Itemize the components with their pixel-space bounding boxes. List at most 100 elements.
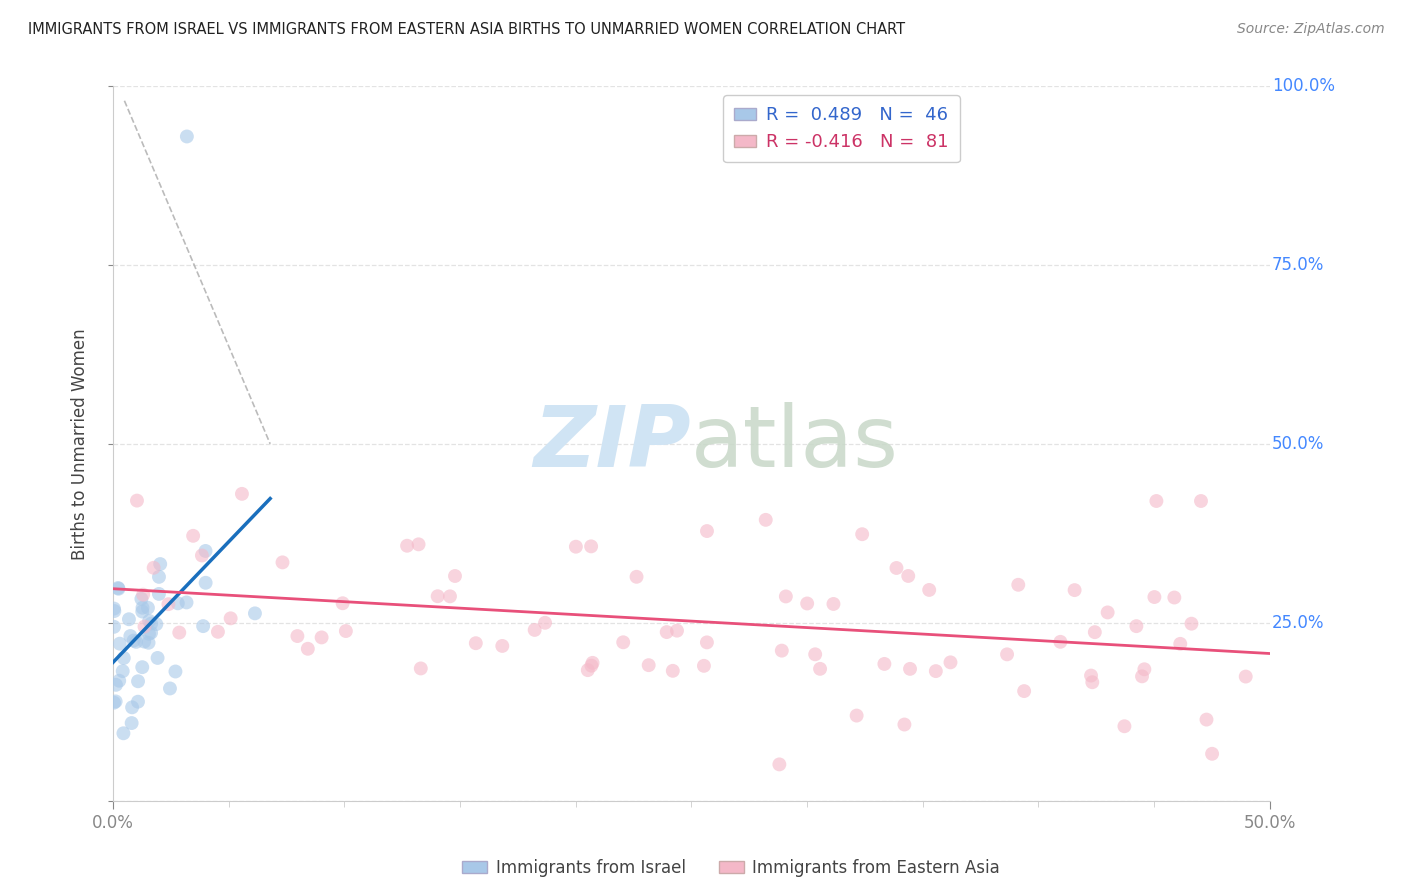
Point [120, 629, 142, 643]
Point [523, 623, 546, 637]
Legend: Immigrants from Israel, Immigrants from Eastern Asia: Immigrants from Israel, Immigrants from … [456, 853, 1007, 884]
Point [121, 716, 143, 731]
Point [1084, 625, 1107, 640]
Point [181, 529, 204, 543]
Text: Source: ZipAtlas.com: Source: ZipAtlas.com [1237, 22, 1385, 37]
Point [464, 636, 486, 650]
Point [159, 681, 181, 696]
Point [138, 636, 160, 650]
Point [579, 540, 602, 554]
Point [1049, 635, 1071, 649]
Text: 25.0%: 25.0% [1272, 614, 1324, 632]
Point [112, 726, 135, 740]
Point [207, 624, 229, 639]
Point [271, 555, 294, 569]
Point [243, 607, 266, 621]
Point [1201, 747, 1223, 761]
Point [1007, 578, 1029, 592]
Point [127, 674, 149, 689]
Point [165, 665, 187, 679]
Point [191, 619, 214, 633]
Point [696, 635, 718, 649]
Point [612, 635, 634, 649]
Point [297, 641, 319, 656]
Point [655, 625, 678, 640]
Point [873, 657, 896, 671]
Point [491, 639, 513, 653]
Point [439, 590, 461, 604]
Point [1133, 662, 1156, 676]
Point [134, 619, 156, 633]
Point [131, 605, 153, 619]
Point [157, 597, 180, 611]
Point [696, 524, 718, 538]
Point [176, 129, 198, 144]
Point [108, 673, 131, 688]
Point [796, 597, 818, 611]
Point [897, 569, 920, 583]
Point [396, 539, 419, 553]
Point [166, 596, 188, 610]
Point [122, 633, 145, 648]
Point [112, 651, 135, 665]
Point [148, 587, 170, 601]
Point [131, 600, 153, 615]
Point [142, 561, 165, 575]
Point [121, 700, 143, 714]
Text: 50.0%: 50.0% [1272, 434, 1324, 453]
Point [231, 487, 253, 501]
Text: atlas: atlas [692, 402, 900, 485]
Point [103, 696, 125, 710]
Point [770, 643, 793, 657]
Point [131, 660, 153, 674]
Point [693, 658, 716, 673]
Point [666, 624, 689, 638]
Point [1163, 591, 1185, 605]
Point [444, 569, 467, 583]
Point [125, 635, 148, 649]
Point [995, 648, 1018, 662]
Point [169, 625, 191, 640]
Y-axis label: Births to Unmarried Women: Births to Unmarried Women [72, 328, 89, 559]
Point [138, 614, 160, 628]
Point [534, 615, 557, 630]
Point [1168, 637, 1191, 651]
Point [893, 717, 915, 731]
Point [176, 595, 198, 609]
Point [103, 620, 125, 634]
Point [1012, 684, 1035, 698]
Text: 75.0%: 75.0% [1272, 256, 1324, 274]
Point [939, 656, 962, 670]
Point [775, 590, 797, 604]
Point [565, 540, 588, 554]
Legend: R =  0.489   N =  46, R = -0.416   N =  81: R = 0.489 N = 46, R = -0.416 N = 81 [723, 95, 960, 162]
Point [1130, 669, 1153, 683]
Point [1143, 590, 1166, 604]
Point [1180, 616, 1202, 631]
Point [125, 493, 148, 508]
Point [637, 658, 659, 673]
Text: ZIP: ZIP [534, 402, 692, 485]
Point [104, 694, 127, 708]
Point [103, 601, 125, 615]
Point [1063, 583, 1085, 598]
Point [408, 537, 430, 551]
Point [426, 589, 449, 603]
Point [134, 634, 156, 648]
Point [898, 662, 921, 676]
Point [662, 664, 685, 678]
Point [1195, 713, 1218, 727]
Point [118, 612, 141, 626]
Point [111, 664, 134, 678]
Point [104, 678, 127, 692]
Point [107, 582, 129, 596]
Point [1189, 494, 1212, 508]
Point [141, 616, 163, 631]
Point [103, 604, 125, 618]
Point [335, 624, 357, 638]
Point [332, 596, 354, 610]
Text: 100.0%: 100.0% [1272, 78, 1334, 95]
Point [409, 661, 432, 675]
Point [576, 663, 599, 677]
Point [127, 695, 149, 709]
